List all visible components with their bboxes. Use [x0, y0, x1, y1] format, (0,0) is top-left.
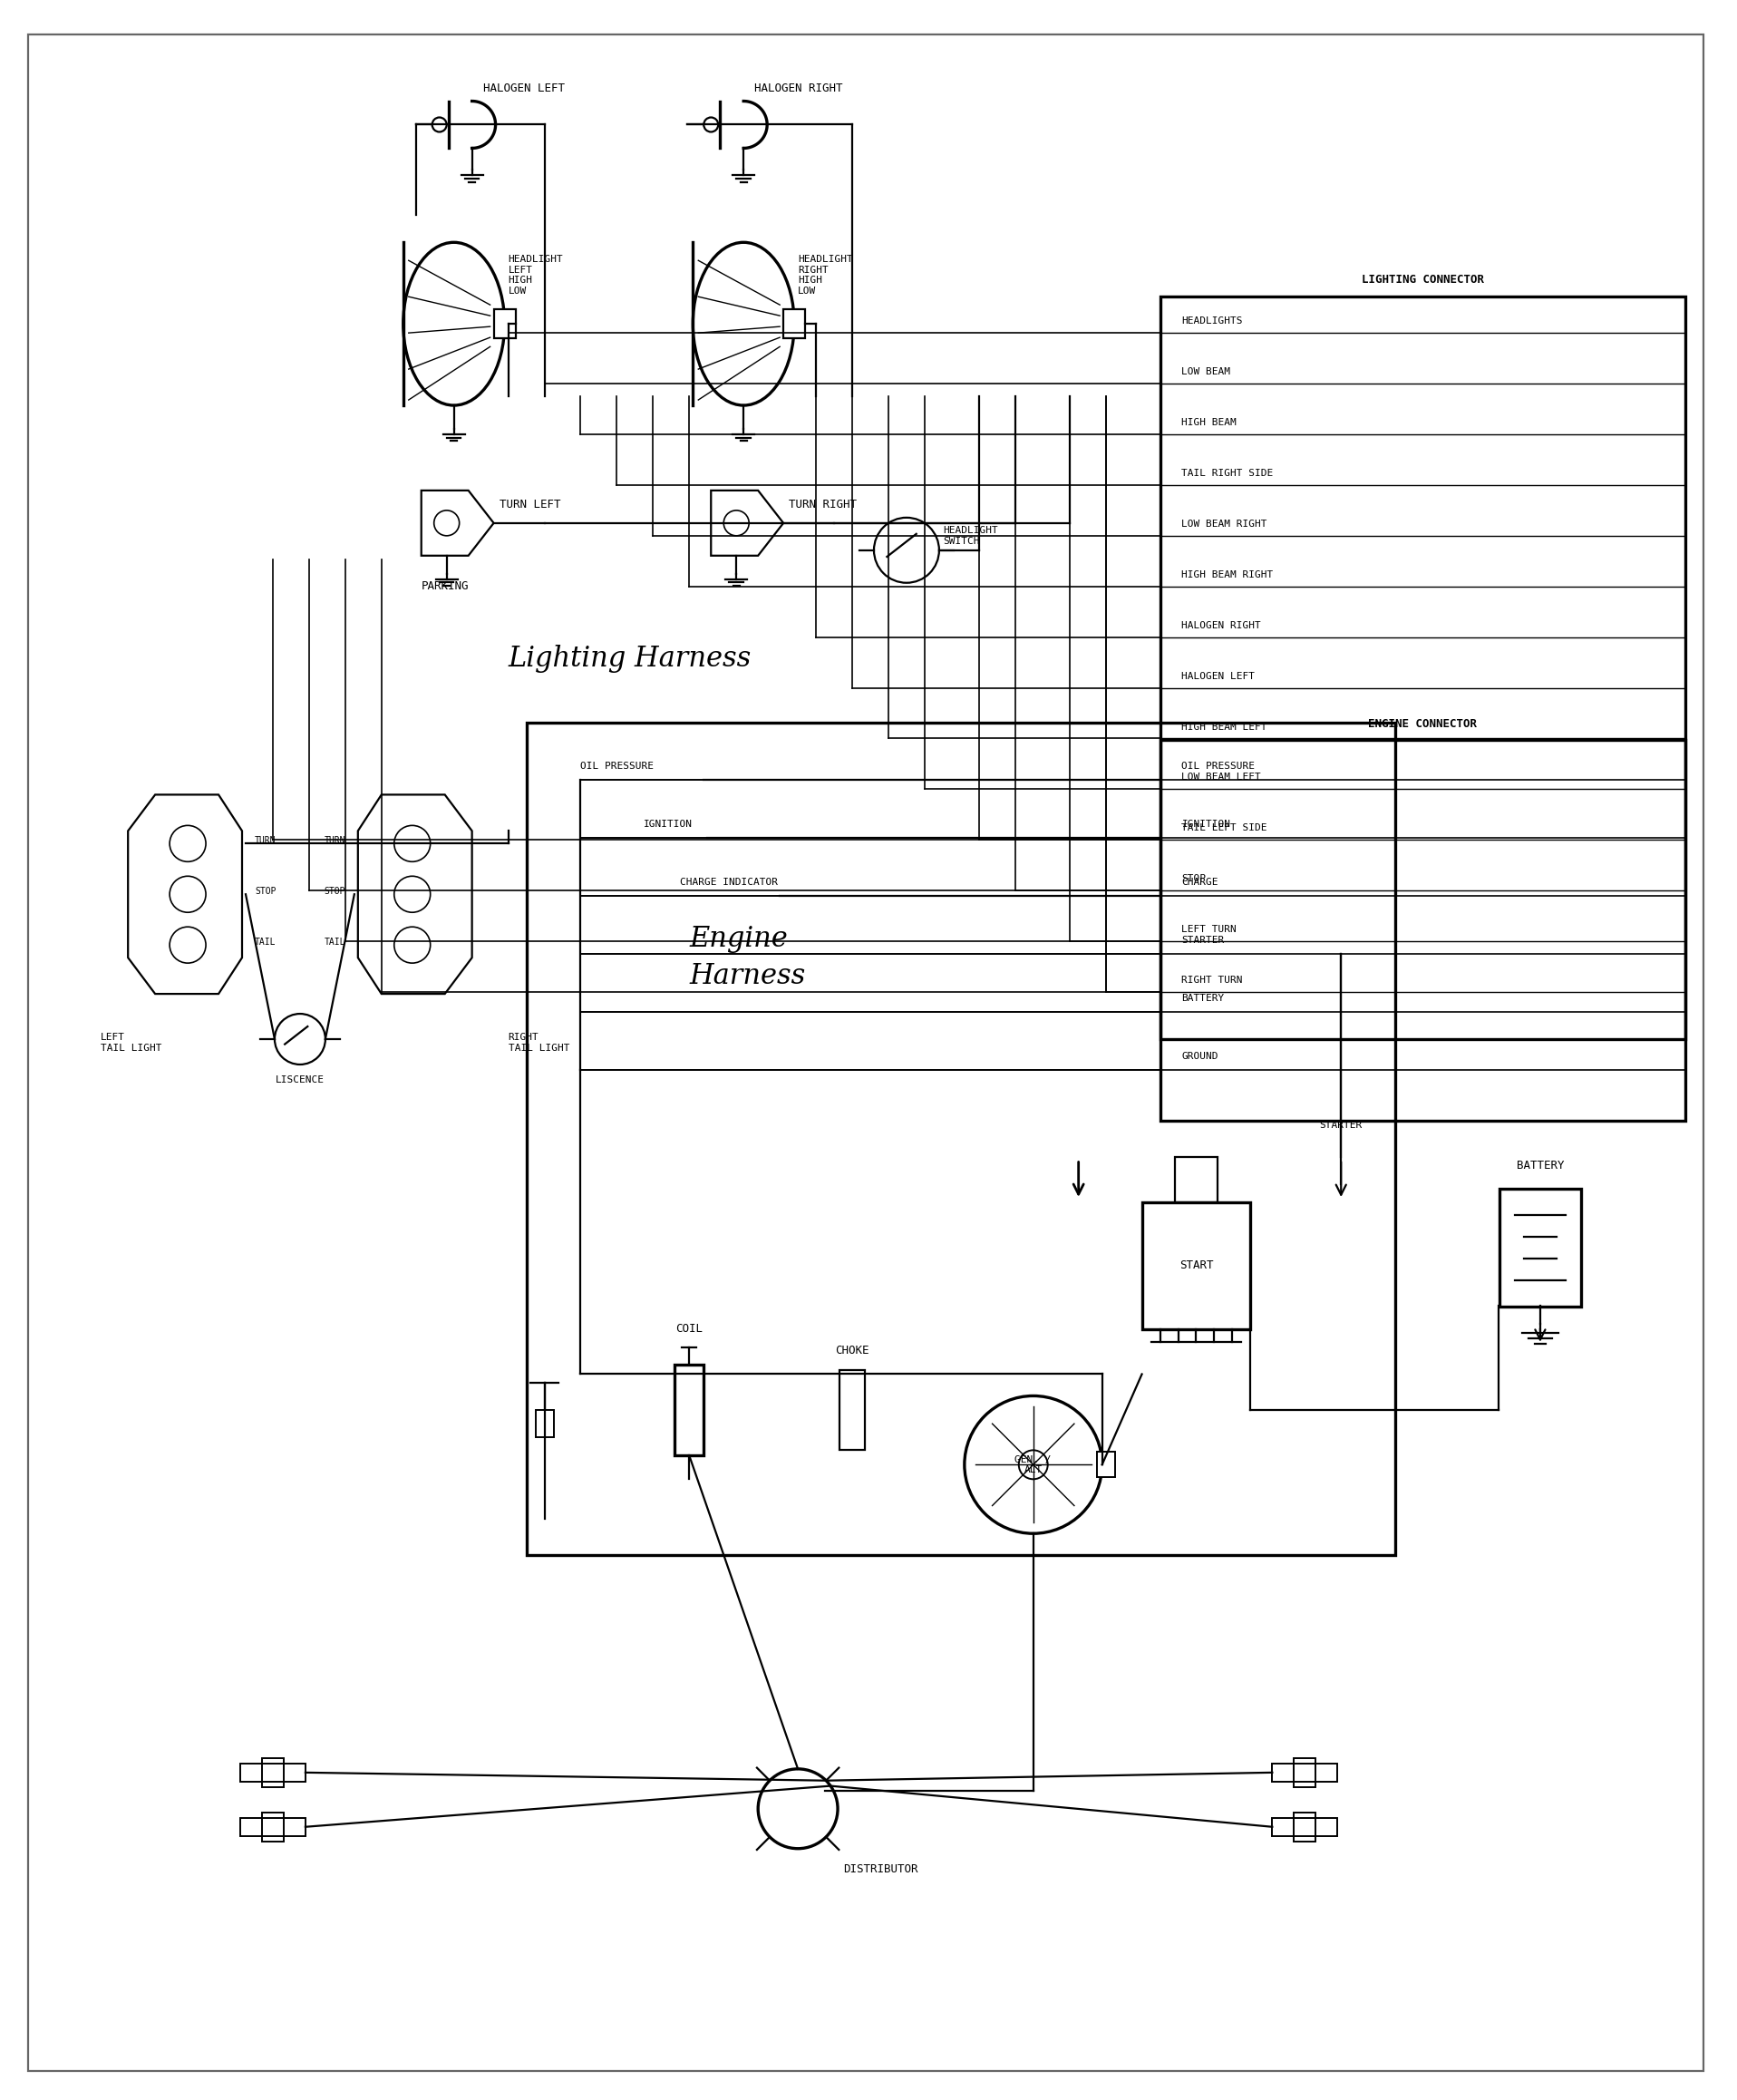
Circle shape — [433, 118, 446, 132]
Text: HEADLIGHTS: HEADLIGHTS — [1181, 317, 1244, 326]
Text: BATTERY: BATTERY — [1516, 1159, 1563, 1172]
Bar — [240, 1764, 306, 1781]
Bar — [1294, 1812, 1315, 1842]
Text: OIL PRESSURE: OIL PRESSURE — [1181, 762, 1256, 771]
Text: TAIL RIGHT SIDE: TAIL RIGHT SIDE — [1181, 468, 1273, 479]
Text: CHARGE INDICATOR: CHARGE INDICATOR — [681, 878, 778, 886]
Text: STARTER: STARTER — [1320, 1121, 1362, 1130]
Text: START: START — [1179, 1260, 1212, 1270]
Text: HALOGEN RIGHT: HALOGEN RIGHT — [1181, 622, 1261, 630]
Bar — [493, 309, 516, 338]
Text: Lighting Harness: Lighting Harness — [509, 645, 752, 672]
Bar — [674, 1365, 703, 1455]
Text: STOP: STOP — [325, 886, 346, 897]
Text: TURN: TURN — [255, 836, 276, 846]
Text: HALOGEN LEFT: HALOGEN LEFT — [483, 82, 565, 94]
Bar — [535, 1411, 554, 1438]
Text: HEADLIGHT
LEFT
HIGH
LOW: HEADLIGHT LEFT HIGH LOW — [509, 254, 563, 296]
Text: OIL PRESSURE: OIL PRESSURE — [580, 762, 655, 771]
Text: BATTERY: BATTERY — [1181, 993, 1225, 1004]
Text: LISCENCE: LISCENCE — [276, 1075, 325, 1084]
Circle shape — [703, 118, 717, 132]
Text: LEFT TURN: LEFT TURN — [1181, 924, 1237, 934]
Text: TURN: TURN — [325, 836, 346, 846]
Bar — [1271, 1819, 1337, 1835]
Text: COIL: COIL — [676, 1323, 703, 1333]
Bar — [1271, 1764, 1337, 1781]
Text: HALOGEN LEFT: HALOGEN LEFT — [1181, 672, 1256, 680]
Text: GROUND: GROUND — [1181, 1052, 1218, 1060]
Text: IGNITION: IGNITION — [644, 819, 693, 830]
Text: ENGINE CONNECTOR: ENGINE CONNECTOR — [1369, 718, 1476, 729]
Text: TURN RIGHT: TURN RIGHT — [789, 500, 856, 510]
Text: HIGH BEAM LEFT: HIGH BEAM LEFT — [1181, 722, 1268, 731]
Text: HEADLIGHT
SWITCH: HEADLIGHT SWITCH — [943, 525, 997, 546]
Bar — [262, 1812, 283, 1842]
Text: HIGH BEAM: HIGH BEAM — [1181, 418, 1237, 426]
Bar — [1096, 1451, 1115, 1478]
Text: STARTER: STARTER — [1181, 937, 1225, 945]
Text: LEFT
TAIL LIGHT: LEFT TAIL LIGHT — [101, 1033, 162, 1052]
Text: TURN LEFT: TURN LEFT — [499, 500, 561, 510]
Text: RIGHT
TAIL LIGHT: RIGHT TAIL LIGHT — [509, 1033, 570, 1052]
Text: TAIL LEFT SIDE: TAIL LEFT SIDE — [1181, 823, 1268, 834]
Text: STOP: STOP — [1181, 874, 1205, 884]
Text: IGNITION: IGNITION — [1181, 819, 1232, 830]
Text: TAIL: TAIL — [255, 939, 276, 947]
Text: Engine
Harness: Engine Harness — [690, 926, 806, 989]
Text: PARKING: PARKING — [422, 580, 469, 592]
Text: LOW BEAM RIGHT: LOW BEAM RIGHT — [1181, 519, 1268, 529]
Text: HALOGEN RIGHT: HALOGEN RIGHT — [754, 82, 842, 94]
Text: LOW BEAM LEFT: LOW BEAM LEFT — [1181, 773, 1261, 781]
Text: DISTRIBUTOR: DISTRIBUTOR — [842, 1863, 917, 1875]
Text: TAIL: TAIL — [325, 939, 346, 947]
Bar — [1160, 296, 1685, 1039]
Text: HIGH BEAM RIGHT: HIGH BEAM RIGHT — [1181, 569, 1273, 580]
Text: LIGHTING CONNECTOR: LIGHTING CONNECTOR — [1362, 273, 1483, 286]
Text: STOP: STOP — [255, 886, 276, 897]
Bar — [1160, 741, 1685, 1121]
Text: GEN. /
ALT: GEN. / ALT — [1014, 1455, 1051, 1474]
Bar — [839, 1371, 865, 1451]
Bar — [1174, 1157, 1218, 1201]
Bar — [262, 1758, 283, 1787]
Text: RIGHT TURN: RIGHT TURN — [1181, 976, 1244, 985]
Bar — [1499, 1189, 1581, 1306]
Text: CHARGE: CHARGE — [1181, 878, 1218, 886]
Bar — [1294, 1758, 1315, 1787]
Text: HEADLIGHT
RIGHT
HIGH
LOW: HEADLIGHT RIGHT HIGH LOW — [797, 254, 853, 296]
Bar — [526, 722, 1395, 1556]
Bar — [783, 309, 806, 338]
Text: LOW BEAM: LOW BEAM — [1181, 367, 1232, 376]
Bar — [1141, 1201, 1251, 1329]
Bar — [240, 1819, 306, 1835]
Text: CHOKE: CHOKE — [835, 1344, 868, 1357]
